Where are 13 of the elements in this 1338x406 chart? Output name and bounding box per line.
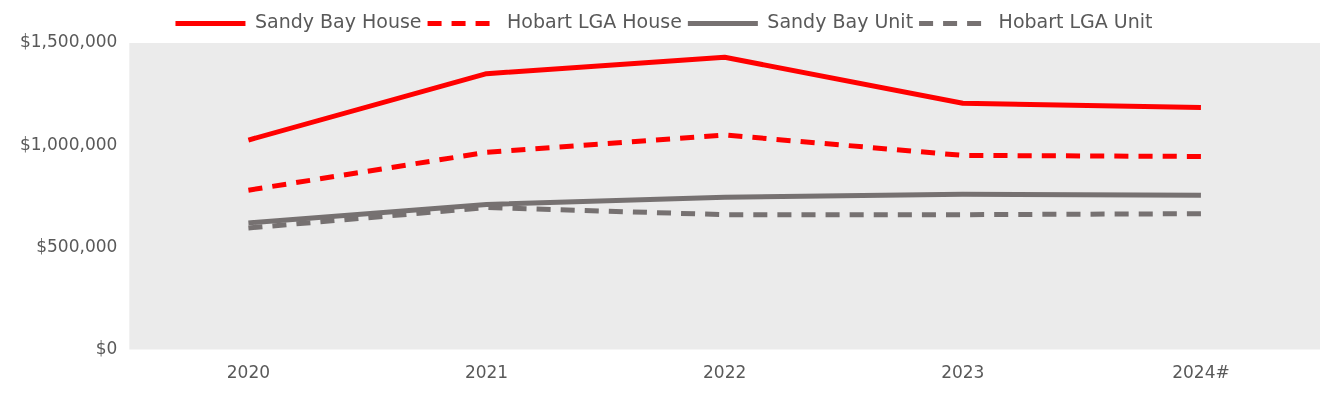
legend-label: Sandy Bay Unit [767, 10, 914, 33]
legend-label: Hobart LGA Unit [998, 10, 1153, 33]
legend-label: Hobart LGA House [507, 10, 682, 33]
legend-label: Sandy Bay House [254, 10, 422, 33]
y-tick-label: $500,000 [36, 235, 118, 256]
x-tick-label: 2024# [1172, 362, 1230, 383]
x-tick-label: 2021 [464, 362, 509, 383]
y-tick-label: $1,000,000 [19, 133, 118, 154]
y-tick-label: $1,500,000 [19, 31, 118, 52]
y-tick-label: $0 [95, 338, 118, 359]
x-tick-label: 2020 [226, 362, 271, 383]
x-tick-label: 2023 [941, 362, 985, 383]
x-tick-label: 2022 [703, 362, 747, 383]
